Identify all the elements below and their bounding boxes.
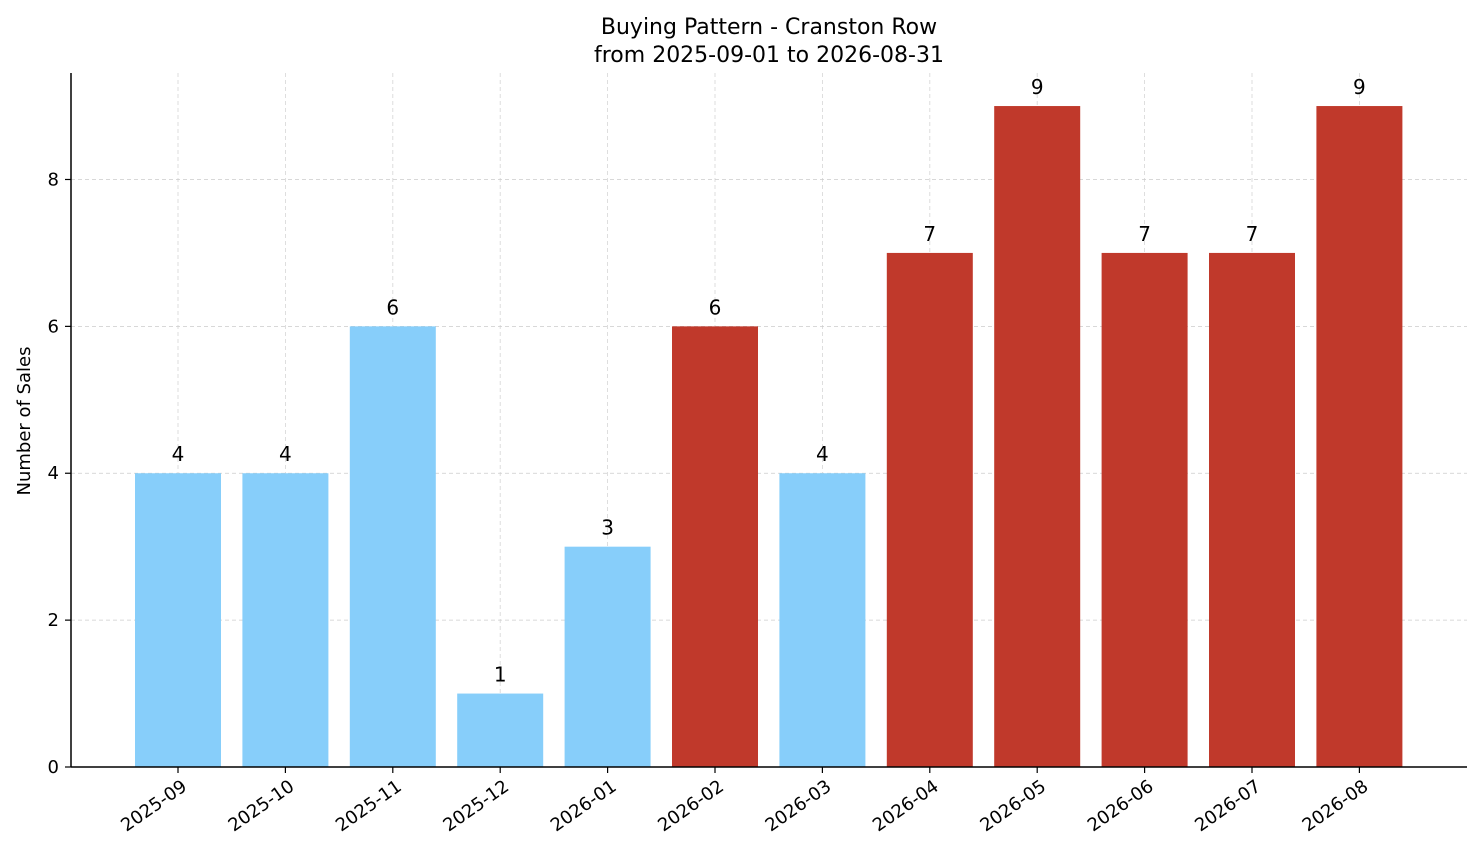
x-tick-label: 2026-04 [869,776,943,836]
y-tick-label: 0 [48,757,59,778]
x-tick-label: 2026-08 [1299,776,1373,836]
bar [1316,106,1403,768]
axes-group [70,73,1467,768]
bar [349,326,436,767]
y-ticks-group: 0 2 4 6 8 [48,169,71,778]
bar [135,473,221,767]
data-label: 4 [279,442,292,466]
x-tick-label: 2026-02 [654,776,728,836]
x-tick-label: 2025-11 [332,776,406,836]
bar [886,252,973,768]
data-label: 1 [494,663,507,687]
chart-subtitle: from 2025-09-01 to 2026-08-31 [594,43,944,68]
chart-title: Buying Pattern - Cranston Row [601,15,937,40]
y-tick-label: 6 [48,316,59,337]
x-tick-label: 2025-10 [225,776,299,836]
bar [457,693,544,767]
x-tick-label: 2025-09 [117,776,191,836]
data-label: 4 [816,442,829,466]
x-tick-label: 2026-07 [1191,776,1265,836]
data-label: 4 [172,442,185,466]
x-ticks-group: 2025-09 2025-10 2025-11 2025-12 2026-01 2026-… [117,767,1372,836]
data-labels-group: 4 4 6 1 3 6 4 7 9 7 7 9 [172,75,1366,687]
bar [564,546,651,767]
data-label: 6 [709,295,722,319]
bar [242,473,329,767]
bar [994,106,1081,768]
data-label: 6 [386,295,399,319]
y-axis-label: Number of Sales [14,346,35,495]
data-label: 9 [1353,75,1366,99]
y-tick-label: 8 [48,169,59,190]
bar [779,473,866,767]
bar [1209,252,1295,768]
data-label: 3 [601,516,614,540]
data-label: 7 [1138,222,1151,246]
x-tick-label: 2026-05 [976,776,1050,836]
data-label: 9 [1031,75,1044,99]
x-tick-label: 2026-03 [762,776,836,836]
bar [1101,252,1188,768]
y-tick-label: 2 [48,610,59,631]
data-label: 7 [1246,222,1259,246]
y-tick-label: 4 [48,463,59,484]
bar [672,326,758,767]
x-tick-label: 2026-06 [1084,776,1158,836]
data-label: 7 [923,222,936,246]
x-tick-label: 2025-12 [439,776,513,836]
x-tick-label: 2026-01 [547,776,621,836]
bars-group [135,106,1403,768]
